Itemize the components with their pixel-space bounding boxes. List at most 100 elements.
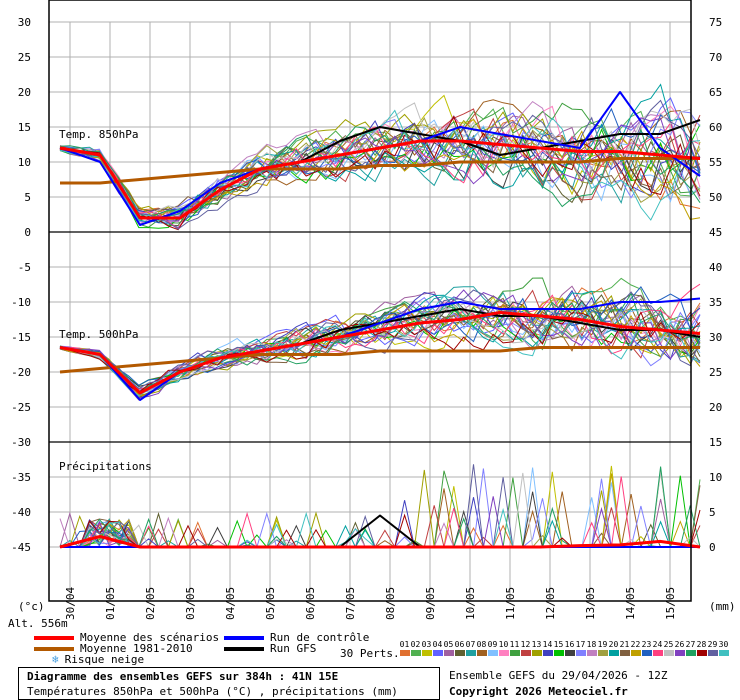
x-tick-label: 04/05 (224, 587, 237, 620)
footer-title: Diagramme des ensembles GEFS sur 384h : … (27, 670, 339, 683)
perturbation-lines (59, 83, 701, 549)
pert-id-20: 20 (608, 640, 619, 649)
pert-id-21: 21 (619, 640, 630, 649)
panel-label-precip: Précipitations (59, 460, 152, 473)
x-tick-label: 03/05 (184, 587, 197, 620)
unit-left: (°c) (18, 600, 45, 613)
series-moyenne-des-sc-narios-p2 (59, 535, 701, 549)
unit-right: (mm) (709, 600, 736, 613)
pert-swatch-18 (587, 650, 597, 656)
pert-swatch-11 (510, 650, 520, 656)
legend-mean-label: Moyenne des scénarios (80, 631, 220, 644)
altitude-label: Alt. 556m (8, 617, 68, 630)
y-tick-right: 45 (709, 226, 722, 239)
x-tick-label: 11/05 (504, 587, 517, 620)
pert-id-19: 19 (597, 640, 608, 649)
pert-swatch-26 (675, 650, 685, 656)
legend-climo-label: Moyenne 1981-2010 (80, 642, 193, 655)
pert-id-07: 07 (465, 640, 476, 649)
y-tick-right: 0 (709, 541, 716, 554)
pert-id-26: 26 (674, 640, 685, 649)
pert-id-23: 23 (641, 640, 652, 649)
pert-swatch-07 (466, 650, 476, 656)
y-tick-left: 15 (18, 121, 31, 134)
pert-swatch-16 (565, 650, 575, 656)
legend-snow: ❄ Risque neige (52, 653, 144, 666)
x-tick-label: 08/05 (384, 587, 397, 620)
series-moyenne-1981-2010-p1 (59, 346, 700, 374)
pert-id-12: 12 (520, 640, 531, 649)
x-tick-label: 06/05 (304, 587, 317, 620)
y-tick-left: 10 (18, 156, 31, 169)
pert-id-10: 10 (498, 640, 509, 649)
y-tick-left: -10 (11, 296, 31, 309)
pert-swatch-29 (708, 650, 718, 656)
pert-id-22: 22 (630, 640, 641, 649)
y-tick-right: 25 (709, 366, 722, 379)
y-tick-left: -40 (11, 506, 31, 519)
pert-swatch-03 (422, 650, 432, 656)
y-tick-left: -45 (11, 541, 31, 554)
footer-run: Ensemble GEFS du 29/04/2026 - 12Z (449, 669, 668, 682)
pert-line-22 (59, 127, 701, 220)
pert-id-11: 11 (509, 640, 520, 649)
pert-id-04: 04 (432, 640, 443, 649)
y-tick-left: 20 (18, 86, 31, 99)
x-tick-label: 30/04 (64, 587, 77, 620)
pert-swatch-15 (554, 650, 564, 656)
legend-perts: 30 Perts. (340, 647, 400, 660)
y-tick-right: 15 (709, 436, 722, 449)
pert-line-13 (59, 111, 701, 215)
y-tick-right: 75 (709, 16, 722, 29)
pert-swatch-21 (620, 650, 630, 656)
legend-mean-swatch (34, 636, 74, 640)
pert-id-29: 29 (707, 640, 718, 649)
pert-swatch-12 (521, 650, 531, 656)
pert-swatch-01 (400, 650, 410, 656)
pert-swatch-27 (686, 650, 696, 656)
x-tick-label: 13/05 (584, 587, 597, 620)
pert-swatch-20 (609, 650, 619, 656)
pert-id-25: 25 (663, 640, 674, 649)
panel-label-t500: Temp. 500hPa (59, 328, 138, 341)
pert-id-28: 28 (696, 640, 707, 649)
pert-swatch-22 (631, 650, 641, 656)
pert-swatch-25 (664, 650, 674, 656)
legend-gfs-swatch (224, 647, 264, 651)
x-tick-label: 12/05 (544, 587, 557, 620)
main-series-lines (59, 91, 701, 549)
pert-swatch-10 (499, 650, 509, 656)
y-tick-left: 0 (24, 226, 31, 239)
pert-swatch-05 (444, 650, 454, 656)
y-tick-right: 65 (709, 86, 722, 99)
pert-swatch-06 (455, 650, 465, 656)
pert-id-02: 02 (410, 640, 421, 649)
y-tick-right: 40 (709, 261, 722, 274)
series-moyenne-des-sc-narios-p0 (59, 139, 701, 220)
legend-mean: Moyenne des scénarios (34, 631, 219, 644)
pert-swatch-09 (488, 650, 498, 656)
y-tick-left: 25 (18, 51, 31, 64)
y-tick-right: 55 (709, 156, 722, 169)
snowflake-icon: ❄ (52, 653, 59, 666)
pert-swatch-08 (477, 650, 487, 656)
pert-id-14: 14 (542, 640, 553, 649)
pert-id-03: 03 (421, 640, 432, 649)
legend-control: Run de contrôle (224, 631, 369, 644)
pert-id-01: 01 (399, 640, 410, 649)
pert-swatch-30 (719, 650, 729, 656)
legend-gfs: Run GFS (224, 642, 316, 655)
y-tick-left: -15 (11, 331, 31, 344)
pert-swatch-19 (598, 650, 608, 656)
pert-swatch-14 (543, 650, 553, 656)
plot-frame (48, 0, 692, 602)
pert-id-13: 13 (531, 640, 542, 649)
y-tick-right: 20 (709, 401, 722, 414)
legend-snow-label: Risque neige (64, 653, 145, 666)
y-tick-right: 30 (709, 331, 722, 344)
pert-id-08: 08 (476, 640, 487, 649)
footer-copyright: Copyright 2026 Meteociel.fr (449, 685, 628, 698)
plot-border (48, 0, 692, 602)
